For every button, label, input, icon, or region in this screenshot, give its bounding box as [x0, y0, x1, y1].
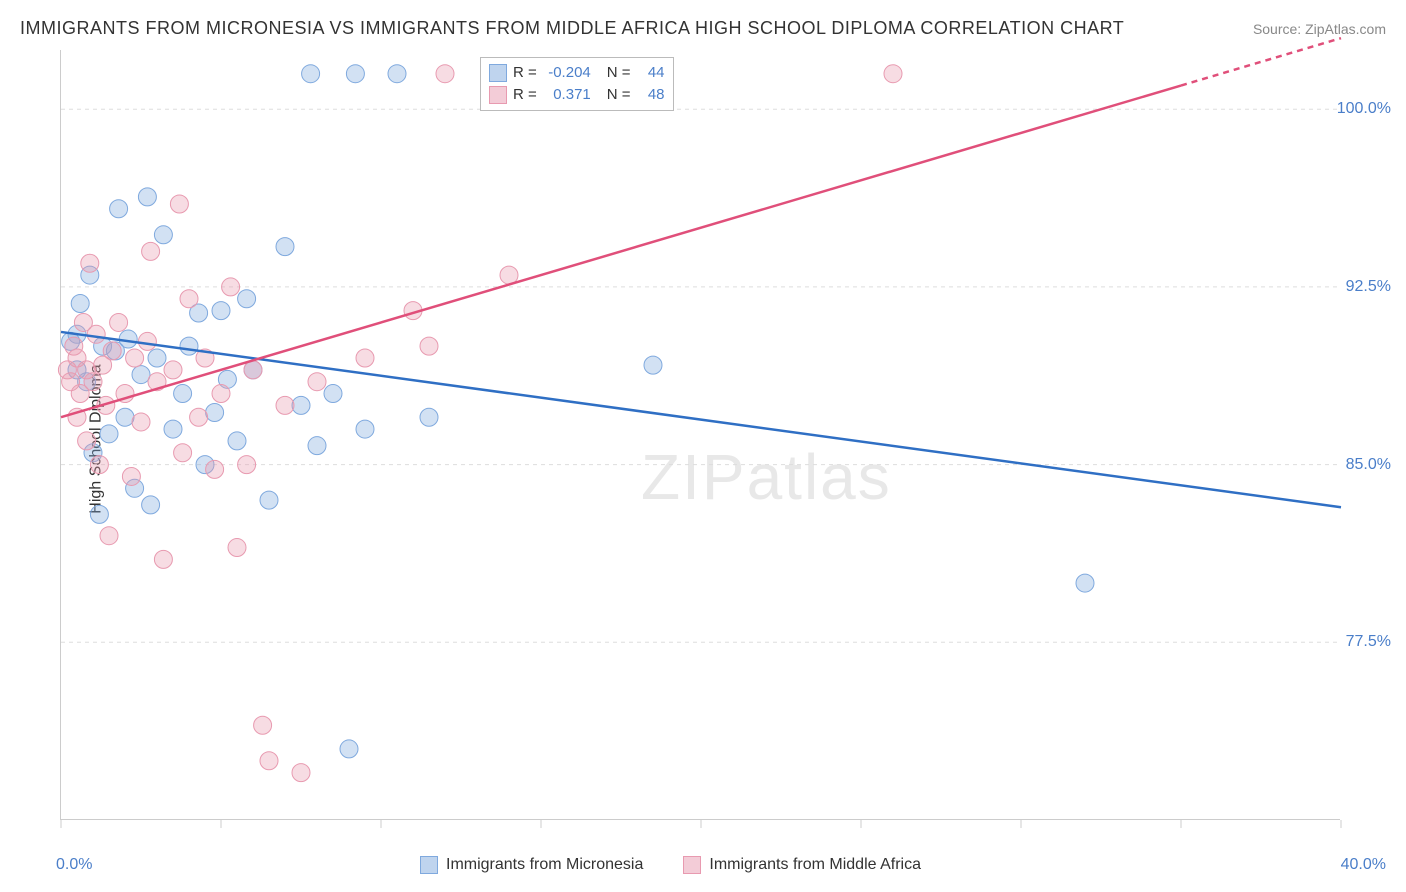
legend-n-label-1: N = — [607, 62, 631, 84]
legend-swatch-2 — [683, 856, 701, 874]
y-tick-label: 92.5% — [1346, 278, 1391, 296]
y-tick-label: 100.0% — [1337, 100, 1391, 118]
plot-area: ZIPatlas — [60, 50, 1340, 820]
chart-title: IMMIGRANTS FROM MICRONESIA VS IMMIGRANTS… — [20, 18, 1124, 39]
legend-n-value-2: 48 — [637, 84, 665, 106]
x-tick-max: 40.0% — [1341, 856, 1386, 874]
legend-swatch-1 — [420, 856, 438, 874]
legend-stats-swatch-2 — [489, 86, 507, 104]
chart-svg — [61, 50, 1340, 819]
legend-r-label-1: R = — [513, 62, 537, 84]
y-tick-label: 85.0% — [1346, 456, 1391, 474]
legend-n-value-1: 44 — [637, 62, 665, 84]
legend-item-1: Immigrants from Micronesia — [420, 856, 643, 874]
legend-stats-row-2: R = 0.371 N = 48 — [489, 84, 665, 106]
legend-item-2: Immigrants from Middle Africa — [683, 856, 921, 874]
legend-stats-row-1: R = -0.204 N = 44 — [489, 62, 665, 84]
legend-r-value-1: -0.204 — [543, 62, 591, 84]
legend-r-value-2: 0.371 — [543, 84, 591, 106]
legend-n-label-2: N = — [607, 84, 631, 106]
title-bar: IMMIGRANTS FROM MICRONESIA VS IMMIGRANTS… — [20, 18, 1386, 39]
legend-stats-swatch-1 — [489, 64, 507, 82]
y-tick-label: 77.5% — [1346, 633, 1391, 651]
legend-stats-box: R = -0.204 N = 44 R = 0.371 N = 48 — [480, 57, 674, 111]
legend-label-1: Immigrants from Micronesia — [446, 856, 643, 874]
legend-label-2: Immigrants from Middle Africa — [709, 856, 921, 874]
source-label: Source: ZipAtlas.com — [1253, 21, 1386, 37]
x-tick-min: 0.0% — [56, 856, 92, 874]
legend-bottom: Immigrants from Micronesia Immigrants fr… — [420, 856, 921, 874]
legend-r-label-2: R = — [513, 84, 537, 106]
